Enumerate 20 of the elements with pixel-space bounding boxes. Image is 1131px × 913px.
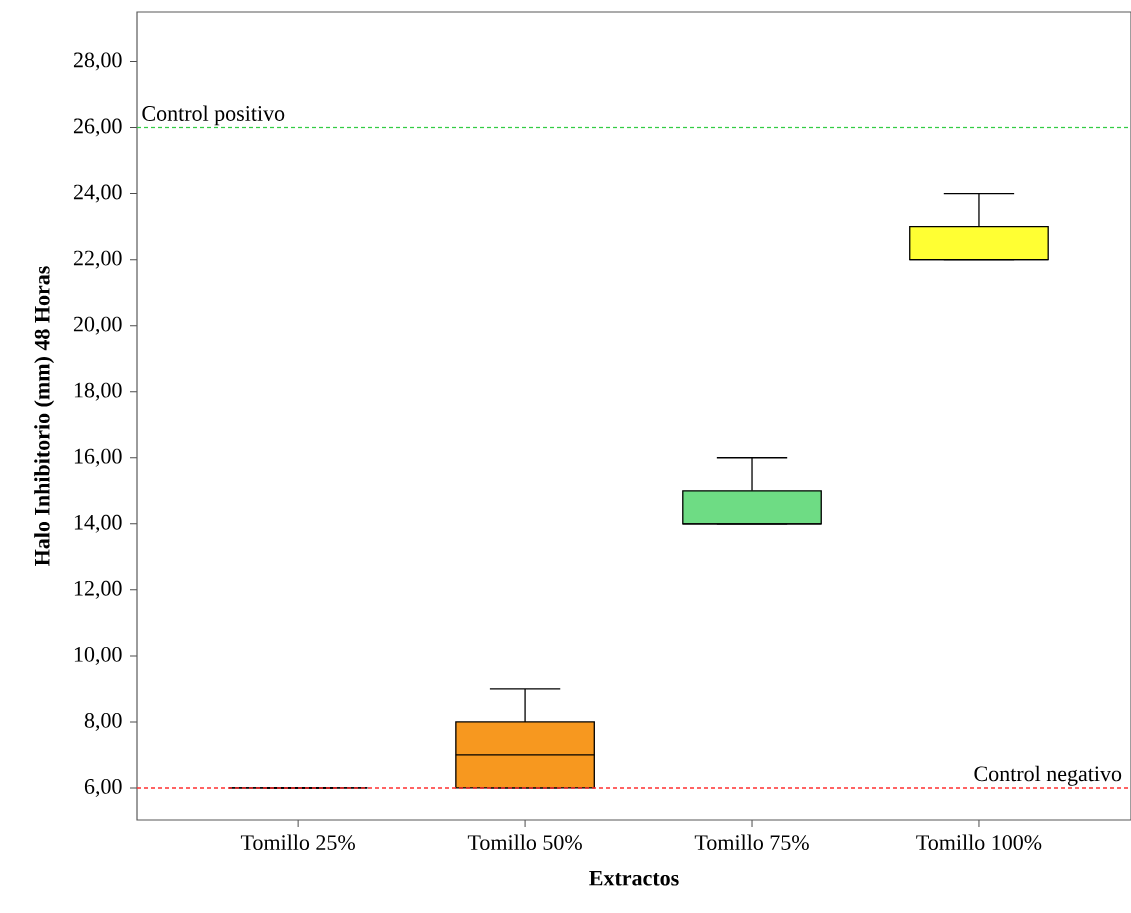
y-tick-label: 8,00: [84, 712, 122, 731]
y-tick-label: 14,00: [74, 514, 122, 533]
y-tick-label: 18,00: [74, 382, 122, 401]
y-tick-label: 28,00: [73, 52, 122, 71]
y-tick-label: 12,00: [74, 580, 122, 599]
y-tick-label: 26,00: [73, 118, 122, 137]
y-tick-label: 16,00: [74, 448, 122, 467]
y-tick-label: 10,00: [74, 646, 122, 665]
x-tick-label: Tomillo 50%: [467, 834, 582, 851]
x-axis-title: Extractos: [589, 870, 679, 886]
y-tick-label: 24,00: [73, 184, 122, 203]
x-tick-label: Tomillo 75%: [694, 834, 809, 851]
ref-line-label: Control negativo: [974, 765, 1122, 786]
x-tick-label: Tomillo 100%: [916, 834, 1042, 851]
y-axis-title: Halo Inhibitorio (mm) 48 Horas: [34, 266, 55, 566]
x-tick-label: Tomillo 25%: [240, 834, 355, 851]
y-tick-label: 6,00: [84, 778, 122, 797]
ref-line-label: Control positivo: [142, 105, 285, 126]
y-tick-label: 20,00: [73, 316, 122, 335]
y-tick-label: 22,00: [73, 250, 122, 269]
